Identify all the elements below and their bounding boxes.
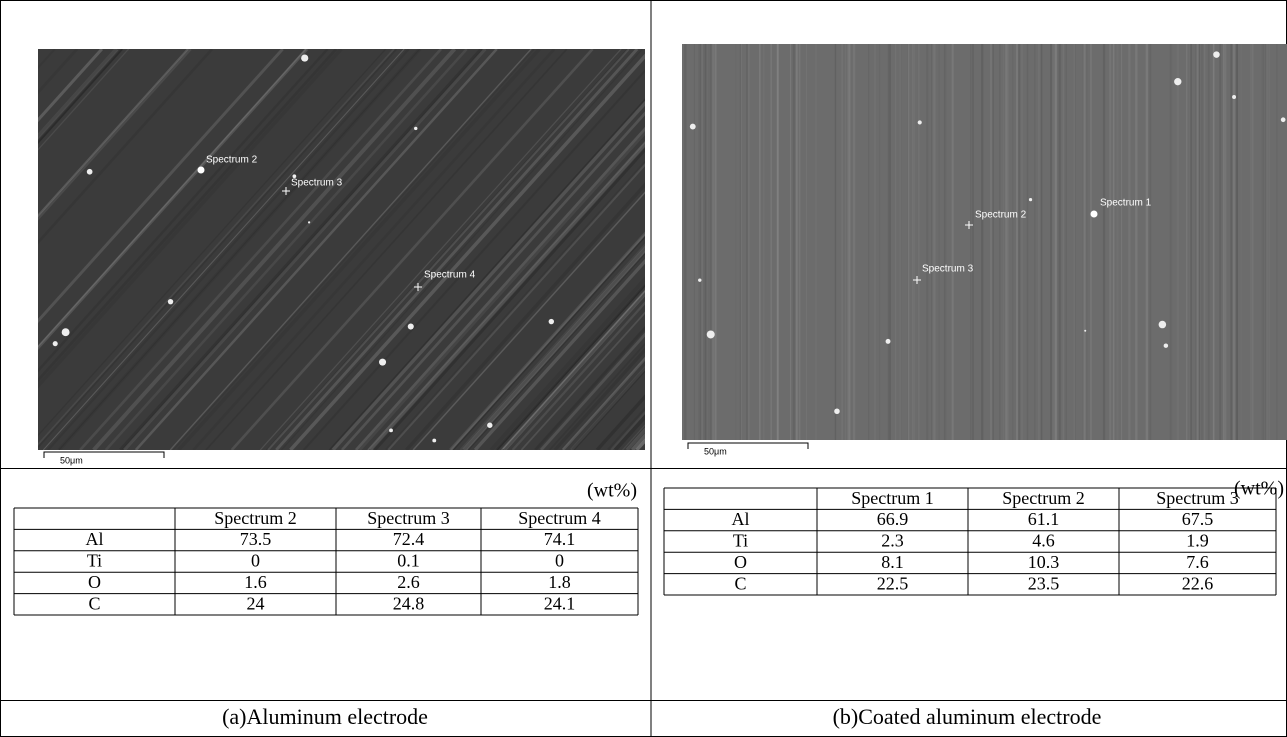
- particle: [53, 341, 58, 346]
- particle: [87, 169, 93, 175]
- sem-image: Spectrum 1 Spectrum 2 Spectrum 3: [682, 44, 1287, 440]
- table-cell: 22.6: [1182, 573, 1214, 593]
- table-cell: 23.5: [1028, 573, 1060, 593]
- table-cell: 0.1: [397, 551, 420, 571]
- spectrum-label: Spectrum 1: [1100, 198, 1152, 209]
- unit-label: (wt%): [587, 480, 637, 502]
- column-header: Spectrum 4: [518, 508, 601, 528]
- row-header: Ti: [733, 531, 748, 551]
- row-header: C: [734, 573, 746, 593]
- row-header: C: [88, 593, 100, 613]
- table-cell: 66.9: [877, 509, 909, 529]
- particle: [308, 221, 310, 223]
- table-cell: 24: [247, 593, 265, 613]
- table-cell: 1.6: [244, 572, 267, 592]
- figure: Spectrum 2Spectrum 3Spectrum 450μm(wt%)S…: [0, 0, 1287, 737]
- particle: [414, 127, 417, 130]
- table-cell: 0: [555, 551, 564, 571]
- table-cell: 4.6: [1032, 531, 1055, 551]
- table-cell: 67.5: [1182, 509, 1214, 529]
- particle: [379, 359, 386, 366]
- table-cell: 24.8: [393, 593, 425, 613]
- table-cell: 7.6: [1186, 552, 1209, 572]
- column-header: Spectrum 3: [367, 508, 450, 528]
- table-cell: 0: [251, 551, 260, 571]
- particle: [389, 428, 393, 432]
- particle: [690, 124, 696, 130]
- texture: [0, 49, 21, 450]
- column-header: Spectrum 2: [1002, 488, 1085, 508]
- particle: [301, 54, 308, 61]
- spectrum-point: [198, 167, 205, 174]
- texture: [0, 49, 8, 450]
- particle: [918, 120, 922, 124]
- particle: [1029, 198, 1032, 201]
- particle: [487, 423, 492, 428]
- particle: [834, 409, 840, 415]
- row-header: O: [734, 552, 747, 572]
- particle: [1213, 51, 1219, 57]
- image-background: [682, 44, 1287, 440]
- row-header: Al: [86, 529, 104, 549]
- texture: [0, 49, 36, 450]
- particle: [1281, 117, 1286, 122]
- particle: [886, 339, 891, 344]
- table-cell: 24.1: [544, 593, 576, 613]
- table-cell: 72.4: [393, 529, 425, 549]
- table-cell: 1.9: [1186, 531, 1209, 551]
- row-header: Al: [732, 509, 750, 529]
- particle: [1159, 321, 1167, 329]
- particle: [549, 319, 554, 324]
- particle: [62, 328, 70, 336]
- column-header: Spectrum 2: [214, 508, 297, 528]
- scale-bar-label: 50μm: [704, 446, 727, 456]
- table-cell: 8.1: [881, 552, 904, 572]
- table-cell: 10.3: [1028, 552, 1060, 572]
- row-header: O: [88, 572, 101, 592]
- particle: [1174, 78, 1181, 85]
- spectrum-label: Spectrum 2: [975, 210, 1027, 221]
- particle: [1084, 330, 1086, 332]
- caption: (a)Aluminum electrode: [222, 704, 428, 729]
- spectrum-point: [1091, 211, 1098, 218]
- table-cell: 61.1: [1028, 509, 1060, 529]
- table-cell: 74.1: [544, 529, 576, 549]
- scale-bar-label: 50μm: [60, 455, 83, 465]
- table-cell: 73.5: [240, 529, 272, 549]
- column-header: Spectrum 1: [851, 488, 934, 508]
- table-cell: 2.6: [397, 572, 420, 592]
- particle: [1164, 343, 1168, 347]
- particle: [1232, 95, 1236, 99]
- texture: [0, 49, 13, 450]
- spectrum-label: Spectrum 2: [206, 155, 258, 166]
- spectrum-label: Spectrum 4: [424, 270, 476, 281]
- column-header: Spectrum 3: [1156, 488, 1239, 508]
- unit-label: (wt%): [1234, 478, 1284, 500]
- caption: (b)Coated aluminum electrode: [833, 704, 1102, 729]
- table-cell: 2.3: [881, 531, 904, 551]
- spectrum-label: Spectrum 3: [291, 178, 343, 189]
- particle: [408, 323, 414, 329]
- table-cell: 1.8: [548, 572, 571, 592]
- particle: [707, 330, 715, 338]
- row-header: Ti: [87, 551, 102, 571]
- spectrum-label: Spectrum 3: [922, 264, 974, 275]
- particle: [432, 439, 436, 443]
- table-cell: 22.5: [877, 573, 909, 593]
- particle: [698, 278, 701, 281]
- particle: [168, 299, 173, 304]
